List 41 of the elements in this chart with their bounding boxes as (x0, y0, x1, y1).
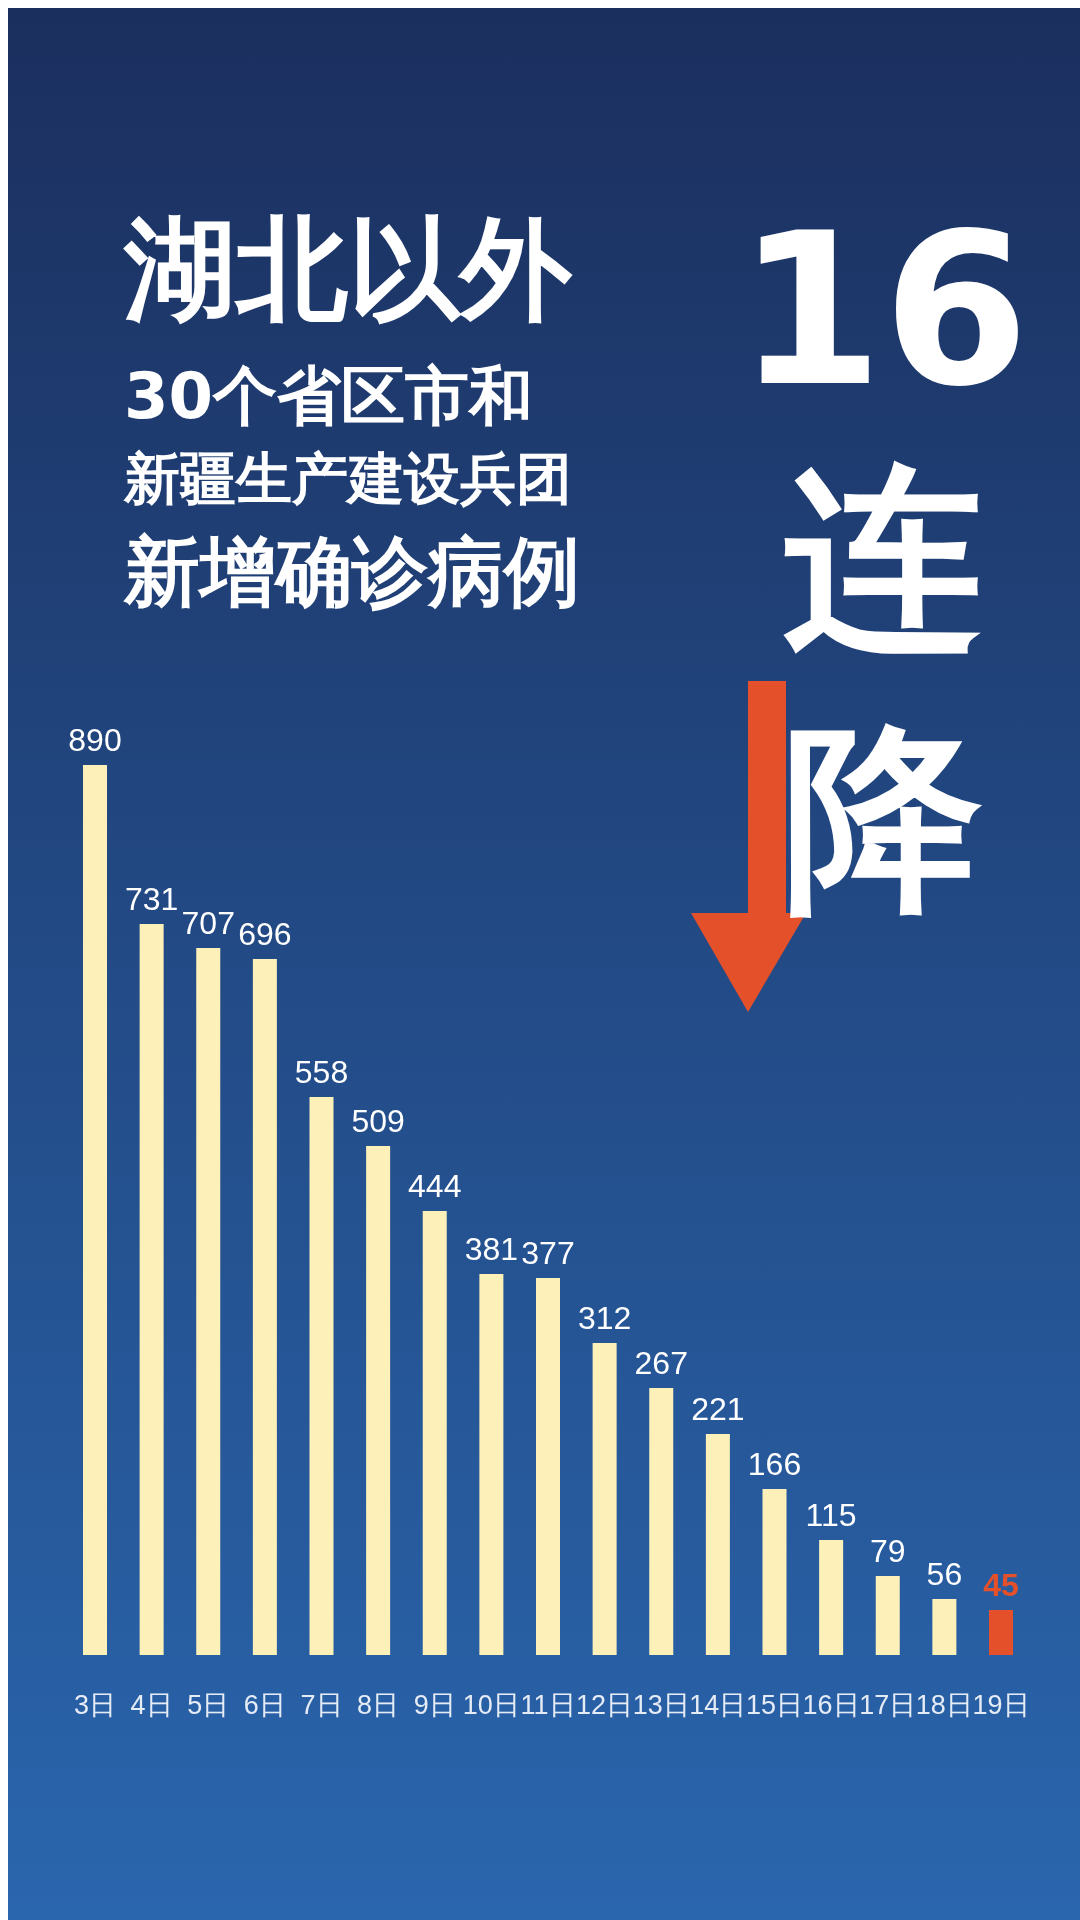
data-label: 221 (691, 1391, 745, 1427)
data-label: 56 (926, 1556, 963, 1592)
text: 30个省区市和 (124, 359, 534, 433)
data-label: 377 (521, 1235, 575, 1271)
x-tick-label: 7日 (300, 1690, 343, 1720)
data-label: 166 (747, 1446, 802, 1482)
data-label: 115 (805, 1497, 857, 1533)
x-tick-label: 6日 (243, 1690, 286, 1720)
data-label: 890 (68, 722, 122, 758)
text: 新增确诊病例 (123, 527, 580, 616)
data-label: 558 (294, 1054, 349, 1090)
data-label: 312 (577, 1300, 632, 1336)
x-tick-label: 18日 (915, 1690, 973, 1720)
data-label: 79 (869, 1533, 906, 1569)
data-label: 267 (634, 1345, 688, 1381)
x-tick-label: 16日 (802, 1690, 860, 1720)
x-tick-label: 19日 (972, 1690, 1030, 1720)
data-label: 509 (351, 1103, 405, 1139)
x-tick-label: 15日 (745, 1690, 804, 1720)
data-label: 707 (181, 905, 235, 941)
data-label: 381 (464, 1231, 519, 1267)
annotation: 降 (783, 702, 983, 935)
x-tick-label: 8日 (357, 1690, 400, 1720)
x-tick-label: 5日 (187, 1690, 230, 1720)
text: 16 (736, 188, 1030, 433)
data-label: 45 (983, 1567, 1019, 1603)
x-tick-label: 9日 (413, 1690, 456, 1720)
x-tick-label: 10日 (462, 1690, 520, 1720)
text: 新疆生产建设兵团 (123, 446, 572, 511)
data-label: 696 (238, 916, 292, 952)
x-tick-label: 14日 (689, 1690, 747, 1720)
data-label: 444 (408, 1168, 462, 1204)
data-label: 731 (124, 881, 179, 917)
x-tick-label: 12日 (576, 1690, 634, 1720)
x-tick-label: 11日 (520, 1690, 576, 1720)
x-tick-label: 17日 (859, 1690, 917, 1720)
x-tick-label: 13日 (632, 1690, 690, 1720)
x-tick-label: 3日 (73, 1690, 117, 1720)
chart-title: 湖北以外 (123, 204, 573, 334)
text: 连 (783, 442, 983, 675)
x-tick-label: 4日 (130, 1690, 173, 1720)
